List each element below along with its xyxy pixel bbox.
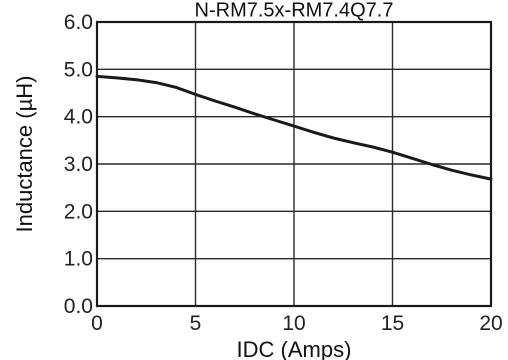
x-tick-label: 5 (190, 312, 202, 335)
y-tick-label: 3.0 (64, 153, 93, 176)
x-tick-label: 0 (91, 312, 103, 335)
x-tick-label: 15 (381, 312, 404, 335)
y-tick-label: 2.0 (64, 200, 93, 223)
y-tick-label: 0.0 (64, 295, 93, 318)
x-axis-label: IDC (Amps) (237, 337, 352, 360)
x-tick-labels: 0 5 10 15 20 (91, 312, 503, 335)
x-tick-label: 20 (479, 312, 502, 335)
plot-frame (95, 20, 493, 308)
grid-lines (97, 22, 491, 306)
y-tick-labels: 0.0 1.0 2.0 3.0 4.0 5.0 6.0 (64, 11, 93, 318)
chart-title: N-RM7.5x-RM7.4Q7.7 (195, 0, 394, 22)
inductance-curve (95, 74, 493, 181)
y-tick-label: 1.0 (64, 248, 93, 271)
y-tick-label: 5.0 (64, 58, 93, 81)
y-axis-label: Inductance (µH) (12, 76, 37, 233)
x-tick-label: 10 (282, 312, 305, 335)
y-tick-label: 6.0 (64, 11, 93, 34)
y-tick-label: 4.0 (64, 106, 93, 129)
